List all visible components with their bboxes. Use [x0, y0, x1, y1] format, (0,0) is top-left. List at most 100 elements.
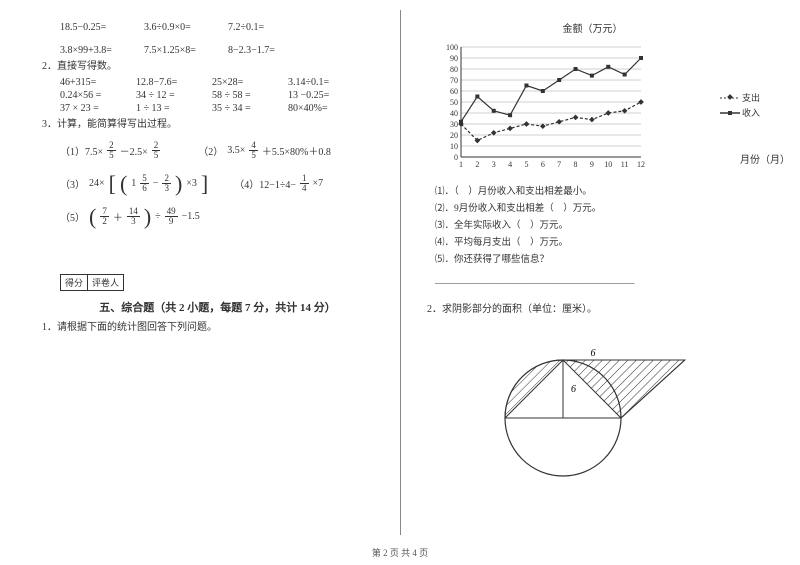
fraction: 72 [100, 207, 109, 226]
svg-text:70: 70 [450, 76, 458, 85]
svg-text:20: 20 [450, 131, 458, 140]
bracket-icon: [ [109, 175, 116, 193]
legend-item: 支出 [720, 91, 760, 104]
svg-text:10: 10 [450, 142, 458, 151]
svg-text:7: 7 [557, 160, 561, 169]
svg-text:40: 40 [450, 109, 458, 118]
fraction: 25 [107, 141, 116, 160]
svg-text:6: 6 [541, 160, 545, 169]
paren-icon: ( [89, 208, 96, 226]
grader-label: 评卷人 [88, 275, 123, 290]
expr: 34 ÷ 12 = [136, 90, 196, 101]
score-box: 得分 评卷人 [60, 274, 124, 291]
legend-label: 收入 [742, 106, 760, 119]
list-item: ⑴．（ ）月份收入和支出相差最小。 [435, 184, 750, 201]
expr: 46+315= [60, 77, 120, 88]
line-chart: 0102030405060708090100123456789101112 支出… [435, 41, 750, 174]
expr: 80×40%= [288, 103, 348, 114]
q5-1-text: 1．请根据下面的统计图回答下列问题。 [42, 319, 375, 336]
geom-svg: 66 [463, 338, 723, 488]
x3: ×3 [186, 178, 197, 189]
svg-text:2: 2 [475, 160, 479, 169]
fraction: 14 [300, 174, 309, 193]
plus: ＋ [113, 209, 123, 224]
expr: 1 ÷ 13 = [136, 103, 196, 114]
expr: 7.5×1.25×8= [144, 45, 204, 56]
svg-text:3: 3 [492, 160, 496, 169]
e2-label: （2） [198, 143, 223, 158]
svg-text:80: 80 [450, 65, 458, 74]
minus: − [153, 178, 159, 189]
svg-text:60: 60 [450, 87, 458, 96]
svg-text:8: 8 [574, 160, 578, 169]
legend-item: 收入 [720, 106, 760, 119]
page-footer: 第 2 页 共 4 页 [0, 546, 800, 559]
svg-text:6: 6 [571, 384, 576, 395]
e5-m: −1.5 [182, 211, 200, 222]
svg-text:100: 100 [446, 43, 458, 52]
svg-text:11: 11 [621, 160, 629, 169]
list-item: ⑵．9月份收入和支出相差（ ）万元。 [435, 201, 750, 218]
expr: 12.8−7.6= [136, 77, 196, 88]
score-label: 得分 [61, 275, 88, 290]
svg-text:6: 6 [590, 348, 595, 359]
expr: 18.5−0.25= [60, 22, 120, 33]
paren-icon: ( [120, 175, 127, 193]
expr: 37 × 23 = [60, 103, 120, 114]
expr-1-2-row: （1）7.5× 25 －2.5× 25 （2） 3.5× 45 ＋5.5×80%… [60, 141, 375, 160]
expr: 13 −0.25= [288, 90, 348, 101]
svg-text:0: 0 [454, 153, 458, 162]
svg-text:1: 1 [459, 160, 463, 169]
svg-text:4: 4 [508, 160, 512, 169]
expr: 3.14÷0.1= [288, 77, 348, 88]
blank-line: ________________________________________… [435, 273, 750, 290]
svg-text:5: 5 [524, 160, 528, 169]
section-5-heading: 五、综合题（共 2 小题，每题 7 分，共计 14 分） [60, 299, 375, 315]
legend-label: 支出 [742, 91, 760, 104]
list-item: ⑶．全年实际收入（ ）万元。 [435, 218, 750, 235]
expr-row-3: 46+315= 12.8−7.6= 25×28= 3.14÷0.1= [60, 77, 375, 88]
left-column: 18.5−0.25= 3.6÷0.9×0= 7.2÷0.1= 3.8×99+3.… [0, 0, 405, 565]
expr: 58 ÷ 58 = [212, 90, 272, 101]
expr: 3.8×99+3.8= [60, 45, 120, 56]
expr-row-5: 37 × 23 = 1 ÷ 13 = 35 ÷ 34 = 80×40%= [60, 103, 375, 114]
expr-row-2: 3.8×99+3.8= 7.5×1.25×8= 8−2.3−1.7= [60, 45, 375, 56]
q3-heading: 3．计算，能简算得写出过程。 [42, 116, 375, 133]
e4-x7: ×7 [313, 178, 324, 189]
svg-text:30: 30 [450, 120, 458, 129]
e3-m: 1 [131, 178, 136, 189]
right-column: 金额（万元） 010203040506070809010012345678910… [405, 0, 800, 565]
e1-label: （1）7.5× [60, 143, 103, 158]
list-item: ⑸．你还获得了哪些信息？ [435, 252, 750, 269]
e2-b: ＋5.5×80%＋0.8 [262, 143, 331, 158]
chart-legend: 支出 收入 [720, 91, 760, 121]
expr: 0.24×56 = [60, 90, 120, 101]
expr-5-row: （5） ( 72 ＋ 143 ) ÷ 499 −1.5 [60, 207, 375, 226]
fraction: 499 [165, 207, 178, 226]
e3-label: （3） [60, 176, 85, 191]
chart-svg: 0102030405060708090100123456789101112 [435, 41, 655, 171]
question-list: ⑴．（ ）月份收入和支出相差最小。 ⑵．9月份收入和支出相差（ ）万元。 ⑶．全… [435, 184, 750, 291]
e5-label: （5） [60, 209, 85, 224]
paren-icon: ) [175, 175, 182, 193]
div: ÷ [155, 211, 161, 222]
paren-icon: ) [144, 208, 151, 226]
e3-pre: 24× [89, 178, 105, 189]
x-axis-label: 月份（月） [740, 151, 790, 166]
expr: 25×28= [212, 77, 272, 88]
expr: 35 ÷ 34 = [212, 103, 272, 114]
svg-text:50: 50 [450, 98, 458, 107]
expr-row-4: 0.24×56 = 34 ÷ 12 = 58 ÷ 58 = 13 −0.25= [60, 90, 375, 101]
svg-text:10: 10 [604, 160, 612, 169]
fraction: 143 [127, 207, 140, 226]
fraction: 45 [249, 141, 258, 160]
expr: 3.6÷0.9×0= [144, 22, 204, 33]
svg-text:12: 12 [637, 160, 645, 169]
e1-mid: －2.5× [120, 143, 148, 158]
geometry-figure: 66 [435, 338, 750, 491]
fraction: 25 [152, 141, 161, 160]
list-item: ⑷．平均每月支出（ ）万元。 [435, 235, 750, 252]
expr-3-4-row: （3） 24× [ ( 1 56 − 23 ) ×3 ] （4）12−1÷4− … [60, 174, 375, 193]
q2-heading: 2．直接写得数。 [42, 58, 375, 75]
chart-title: 金额（万元） [435, 20, 750, 35]
